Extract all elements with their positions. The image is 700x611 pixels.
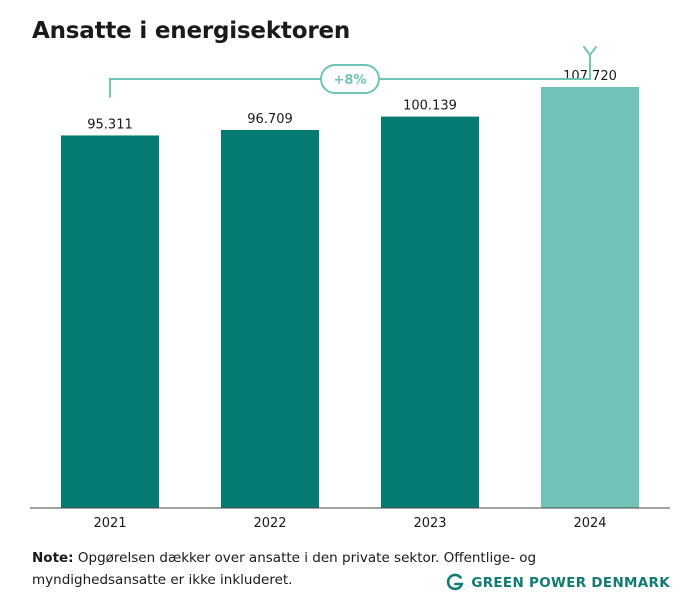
annotation-bracket-left [109,78,321,98]
brand-logo: GREEN POWER DENMARK [445,573,670,593]
annotation-bracket-right [379,54,591,80]
bar-2024 [541,86,639,508]
x-tick-2023: 2023 [413,516,446,531]
annotation-label: +8% [334,73,367,88]
note-text: Opgørelsen dækker over ansatte i den pri… [32,550,537,588]
annotation-pill [320,64,380,94]
bar-2021 [61,135,159,508]
growth-annotation: +8% [109,45,597,98]
x-tick-labels-group: 2021 2022 2023 2024 [93,516,606,531]
chart-title: Ansatte i energisektoren [32,18,351,44]
value-label-2021: 95.311 [87,117,133,132]
value-label-2022: 96.709 [247,112,293,127]
value-label-2023: 100.139 [403,99,457,114]
bars-group [61,86,639,509]
bar-2022 [221,129,319,509]
x-tick-2021: 2021 [93,516,126,531]
green-power-denmark-logo-icon [447,573,464,591]
annotation-arrow-icon [583,45,597,56]
note-label: Note: [32,550,74,566]
footnote: Note: Opgørelsen dækker over ansatte i d… [32,547,592,591]
x-tick-2024: 2024 [573,516,606,531]
bar-2023 [381,116,479,508]
brand-name: GREEN POWER DENMARK [471,575,670,591]
x-tick-2022: 2022 [253,516,286,531]
